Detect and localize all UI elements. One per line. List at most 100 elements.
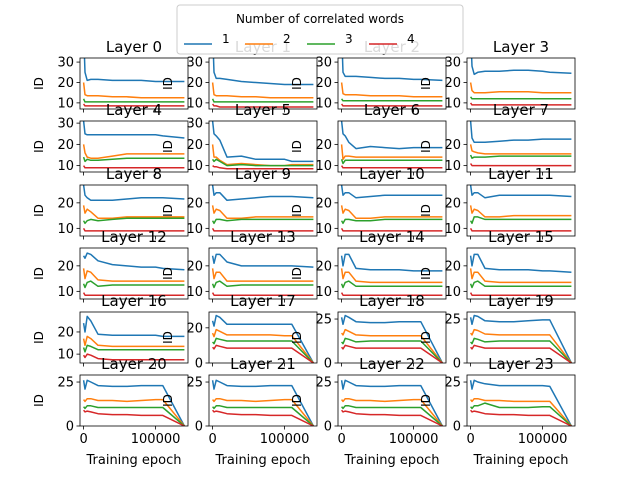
series-line-4 — [341, 344, 443, 363]
series-line-2 — [82, 205, 185, 219]
series-line-3 — [341, 405, 443, 426]
axes-frame — [79, 247, 189, 300]
series-line-2 — [469, 205, 572, 218]
subplot-title: Layer 7 — [493, 101, 549, 119]
series-line-3 — [82, 344, 185, 353]
y-axis-label: ID — [32, 140, 46, 153]
series-line-2 — [83, 397, 185, 426]
y-tick-label: 0 — [324, 357, 332, 372]
series-line-1 — [340, 379, 444, 426]
y-tick-label: 0 — [195, 420, 203, 435]
series-line-2 — [211, 268, 314, 282]
series-line-2 — [340, 82, 443, 98]
series-line-1 — [469, 253, 572, 273]
series-line-3 — [340, 218, 443, 225]
series-line-1 — [340, 314, 444, 363]
y-tick-label: 10 — [315, 96, 332, 111]
subplot-layer-18: 0 25 ID Layer 18 — [290, 292, 447, 372]
axes-frame — [337, 311, 447, 364]
y-axis-label: ID — [419, 204, 433, 217]
y-tick-label: 30 — [444, 56, 461, 71]
series-line-2 — [469, 144, 572, 155]
axes-frame — [337, 57, 447, 110]
subplot-layer-22: 0 25 0 100000 ID Training epoch Layer 22 — [290, 355, 447, 468]
subplot-layer-14: 10 20 ID Layer 14 — [290, 228, 447, 303]
legend-label-4: 4 — [407, 32, 415, 46]
series-line-4 — [211, 103, 314, 108]
subplot-title: Layer 18 — [359, 292, 425, 310]
series-line-1 — [82, 121, 185, 139]
y-tick-label: 20 — [186, 259, 203, 274]
subplot-title: Layer 20 — [101, 355, 167, 373]
subplot-layer-23: 0 25 0 100000 ID Training epoch Layer 23 — [419, 355, 576, 468]
y-tick-label: 20 — [57, 138, 74, 153]
y-tick-label: 10 — [186, 285, 203, 300]
axes-frame — [466, 57, 576, 110]
subplot-title: Layer 16 — [101, 292, 167, 310]
y-axis-label: ID — [32, 267, 46, 280]
series-line-3 — [212, 337, 314, 363]
series-line-2 — [470, 328, 572, 363]
series-line-4 — [469, 227, 572, 232]
subplot-layer-7: 10 20 ID Layer 7 — [419, 101, 576, 176]
y-axis-label: ID — [290, 77, 304, 90]
series-line-3 — [469, 154, 572, 159]
x-tick-label: 0 — [79, 432, 87, 447]
series-line-4 — [469, 163, 572, 167]
y-tick-label: 20 — [315, 196, 332, 211]
subplot-layer-19: 0 25 ID Layer 19 — [419, 292, 576, 372]
subplot-title: Layer 9 — [235, 165, 291, 183]
series-line-2 — [469, 268, 572, 284]
y-tick-label: 0 — [195, 357, 203, 372]
series-line-1 — [340, 185, 443, 199]
series-line-2 — [82, 268, 185, 282]
series-line-3 — [470, 402, 572, 426]
y-tick-label: 10 — [57, 348, 74, 363]
series-line-1 — [469, 314, 573, 363]
series-line-4 — [340, 103, 443, 107]
subplot-title: Layer 19 — [488, 292, 554, 310]
subplot-title: Layer 14 — [359, 228, 425, 246]
y-tick-label: 10 — [444, 222, 461, 237]
series-line-2 — [82, 144, 185, 159]
series-line-3 — [340, 159, 443, 165]
y-tick-label: 30 — [315, 56, 332, 71]
x-tick-label: 100000 — [260, 432, 310, 447]
subplot-layer-17: 0 20 ID Layer 17 — [161, 292, 318, 372]
series-line-2 — [211, 328, 314, 363]
series-line-3 — [211, 218, 314, 225]
y-axis-label: ID — [419, 77, 433, 90]
series-line-4 — [470, 409, 572, 426]
x-tick-label: 100000 — [389, 432, 439, 447]
series-line-1 — [469, 121, 572, 144]
y-tick-label: 10 — [57, 159, 74, 174]
axes-frame — [466, 184, 576, 237]
series-line-1 — [469, 379, 573, 426]
series-line-2 — [469, 82, 572, 94]
axes-frame — [79, 120, 189, 173]
y-axis-label: ID — [161, 77, 175, 90]
series-line-3 — [82, 217, 185, 225]
subplot-layer-5: 10 20 30 ID Layer 5 — [161, 101, 318, 176]
y-tick-label: 25 — [444, 313, 461, 328]
series-line-4 — [82, 227, 185, 232]
series-line-3 — [211, 158, 314, 167]
x-axis-label: Training epoch — [214, 453, 310, 468]
y-tick-label: 20 — [444, 76, 461, 91]
series-line-2 — [82, 335, 185, 348]
series-line-4 — [340, 165, 443, 169]
series-line-2 — [211, 205, 314, 219]
y-tick-label: 20 — [186, 196, 203, 211]
y-tick-label: 20 — [444, 259, 461, 274]
series-line-3 — [212, 405, 314, 426]
subplot-title: Layer 6 — [364, 101, 420, 119]
series-line-1 — [212, 58, 314, 86]
y-axis-label: ID — [32, 394, 46, 407]
series-line-3 — [340, 98, 443, 102]
series-line-4 — [340, 292, 443, 296]
x-tick-label: 100000 — [518, 432, 568, 447]
series-line-2 — [211, 82, 314, 99]
axes-frame — [208, 57, 318, 110]
series-line-3 — [83, 405, 185, 426]
